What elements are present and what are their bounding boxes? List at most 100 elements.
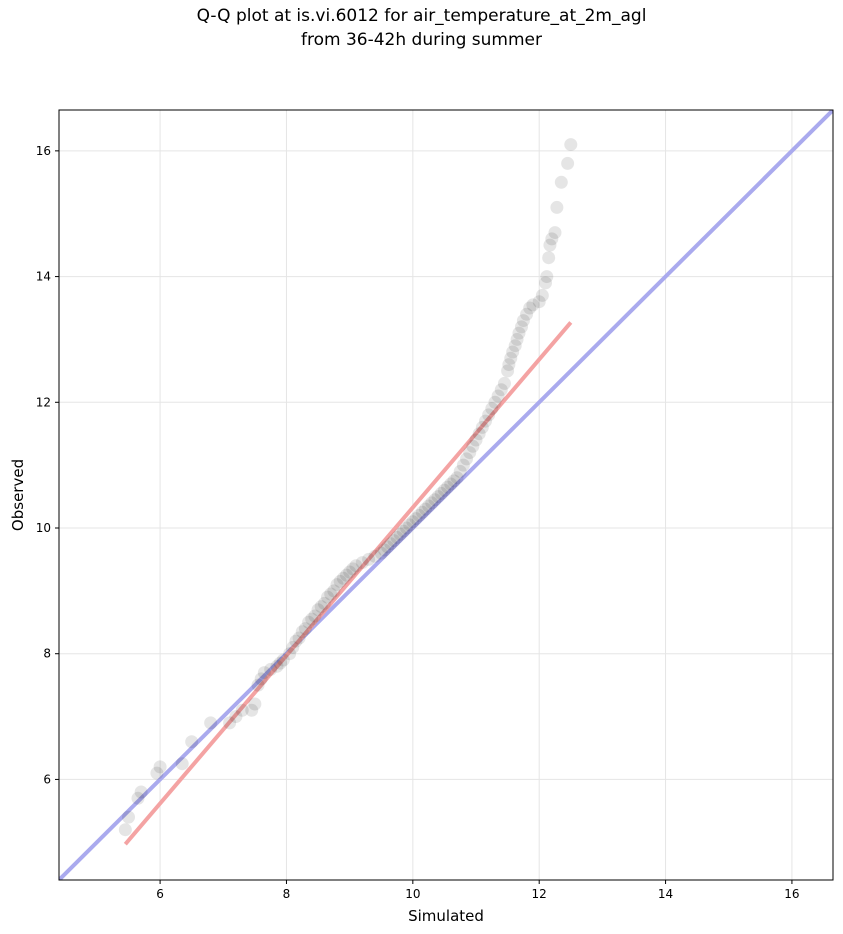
x-tick-label: 16 bbox=[784, 887, 799, 901]
data-point bbox=[403, 518, 417, 532]
data-point bbox=[425, 496, 439, 510]
data-point bbox=[523, 301, 537, 315]
data-point bbox=[542, 251, 556, 265]
data-point bbox=[327, 584, 341, 598]
data-point bbox=[245, 703, 259, 717]
data-point bbox=[390, 530, 404, 544]
data-point bbox=[273, 656, 287, 670]
data-point bbox=[314, 600, 328, 614]
data-point bbox=[554, 175, 568, 189]
data-point bbox=[292, 631, 306, 645]
data-point bbox=[330, 578, 344, 592]
data-point bbox=[283, 647, 297, 661]
chart-title: Q-Q plot at is.vi.6012 for air_temperatu… bbox=[196, 6, 647, 26]
data-point bbox=[150, 766, 164, 780]
y-tick-label: 6 bbox=[43, 772, 51, 786]
data-point bbox=[418, 502, 432, 516]
data-point bbox=[339, 568, 353, 582]
data-point bbox=[185, 735, 199, 749]
data-point bbox=[248, 697, 262, 711]
data-point bbox=[204, 716, 218, 730]
data-point bbox=[526, 298, 540, 312]
data-point bbox=[223, 716, 237, 730]
plot-frame bbox=[58, 109, 834, 881]
data-point bbox=[428, 493, 442, 507]
x-tick-label: 14 bbox=[658, 887, 673, 901]
data-point bbox=[311, 603, 325, 617]
fit-line bbox=[123, 321, 573, 846]
data-point bbox=[346, 562, 360, 576]
x-tick-label: 8 bbox=[283, 887, 291, 901]
data-point bbox=[520, 307, 534, 321]
data-point bbox=[485, 402, 499, 416]
data-point bbox=[494, 383, 508, 397]
data-point bbox=[118, 823, 132, 837]
data-point bbox=[561, 156, 575, 170]
data-point bbox=[302, 615, 316, 629]
data-point bbox=[501, 364, 515, 378]
data-point bbox=[545, 232, 559, 246]
data-point bbox=[362, 552, 376, 566]
y-tick-label: 10 bbox=[36, 521, 51, 535]
data-point bbox=[384, 537, 398, 551]
data-point bbox=[175, 757, 189, 771]
data-point bbox=[381, 540, 395, 554]
data-point bbox=[441, 480, 455, 494]
x-tick-label: 12 bbox=[532, 887, 547, 901]
data-point bbox=[463, 446, 477, 460]
data-point bbox=[510, 332, 524, 346]
data-point bbox=[472, 427, 486, 441]
data-point bbox=[488, 395, 502, 409]
reference-lines bbox=[59, 110, 833, 880]
data-point bbox=[504, 351, 518, 365]
grid bbox=[59, 110, 833, 880]
data-point bbox=[298, 622, 312, 636]
data-point bbox=[229, 710, 243, 724]
data-point bbox=[466, 439, 480, 453]
data-point bbox=[532, 295, 546, 309]
y-tick-label: 16 bbox=[36, 144, 51, 158]
data-point bbox=[491, 389, 505, 403]
data-point bbox=[276, 653, 290, 667]
data-point bbox=[235, 703, 249, 717]
data-points bbox=[118, 138, 578, 837]
x-tick-label: 6 bbox=[156, 887, 164, 901]
data-point bbox=[535, 288, 549, 302]
data-point bbox=[456, 458, 470, 472]
y-axis-ticks: 6 8 10 12 14 16 bbox=[36, 144, 59, 786]
data-point bbox=[515, 320, 529, 334]
x-tick-label: 10 bbox=[405, 887, 420, 901]
data-point bbox=[539, 276, 553, 290]
data-point bbox=[543, 238, 557, 252]
y-tick-label: 14 bbox=[36, 270, 51, 284]
data-point bbox=[134, 785, 148, 799]
data-point bbox=[550, 200, 564, 214]
data-point bbox=[286, 640, 300, 654]
data-point bbox=[324, 587, 338, 601]
data-point bbox=[512, 326, 526, 340]
data-point bbox=[254, 672, 268, 686]
data-point bbox=[295, 625, 309, 639]
data-point bbox=[548, 226, 562, 240]
data-point bbox=[502, 358, 516, 372]
data-point bbox=[412, 508, 426, 522]
data-point bbox=[289, 634, 303, 648]
y-axis-label: Observed bbox=[9, 459, 27, 531]
data-point bbox=[257, 666, 271, 680]
data-point bbox=[321, 590, 335, 604]
chart-subtitle: from 36-42h during summer bbox=[301, 30, 542, 50]
data-point bbox=[393, 527, 407, 541]
data-point bbox=[251, 678, 265, 692]
data-point bbox=[409, 512, 423, 526]
data-point bbox=[305, 612, 319, 626]
data-point bbox=[506, 345, 520, 359]
data-point bbox=[336, 571, 350, 585]
data-point bbox=[406, 515, 420, 529]
x-axis-label: Simulated bbox=[408, 907, 484, 925]
data-point bbox=[308, 609, 322, 623]
data-point bbox=[497, 376, 511, 390]
y-tick-label: 12 bbox=[36, 395, 51, 409]
data-point bbox=[475, 420, 489, 434]
